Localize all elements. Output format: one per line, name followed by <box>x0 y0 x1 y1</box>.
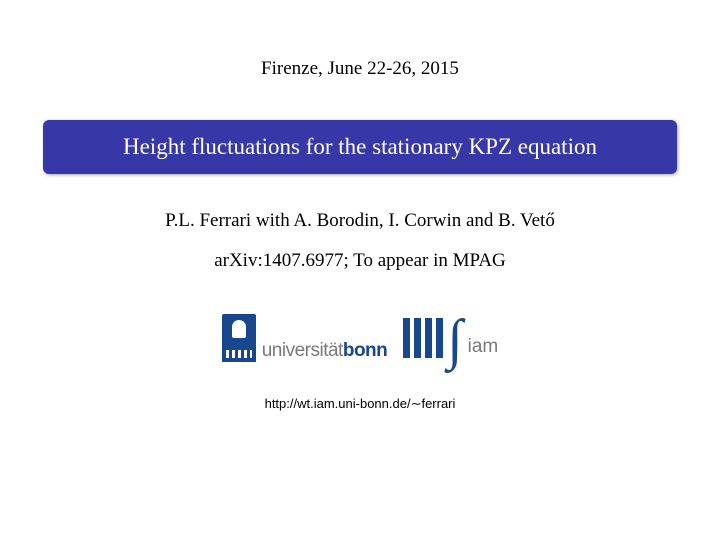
url-line: http://wt.iam.uni-bonn.de/∼ferrari <box>265 396 456 412</box>
uni-bonn-logo: universitätbonn <box>222 314 388 362</box>
title-block: Height fluctuations for the stationary K… <box>43 120 677 174</box>
bonn-wordmark: universitätbonn <box>262 340 388 362</box>
iam-logo: ∫ iam <box>403 318 498 358</box>
logo-row: universitätbonn ∫ iam <box>222 314 499 362</box>
bonn-gray-text: universität <box>262 340 343 361</box>
bonn-tower-icon <box>222 314 256 362</box>
iam-text: iam <box>468 336 499 358</box>
integral-icon: ∫ <box>447 321 462 360</box>
title-text: Height fluctuations for the stationary K… <box>123 134 597 159</box>
arxiv-line: arXiv:1407.6977; To appear in MPAG <box>214 250 506 272</box>
bonn-blue-text: bonn <box>343 340 387 361</box>
venue-line: Firenze, June 22-26, 2015 <box>261 58 459 80</box>
iam-bars-icon <box>403 318 443 358</box>
authors-line: P.L. Ferrari with A. Borodin, I. Corwin … <box>165 210 555 232</box>
slide: Firenze, June 22-26, 2015 Height fluctua… <box>0 0 720 541</box>
